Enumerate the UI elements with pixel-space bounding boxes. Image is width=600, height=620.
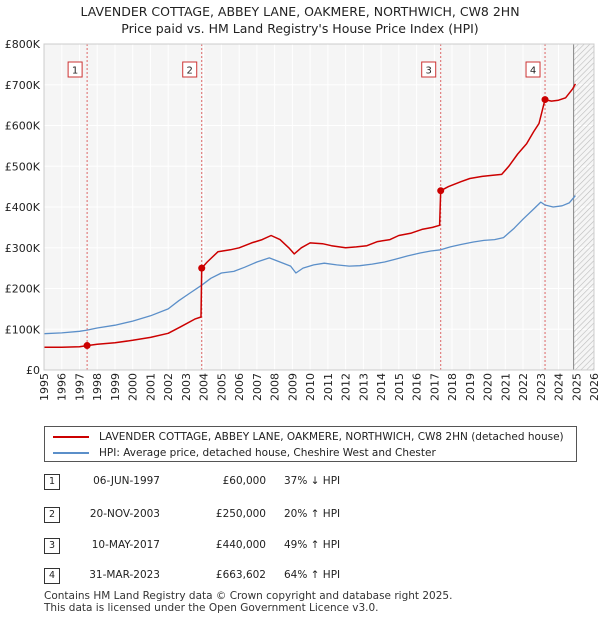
y-tick-label: £0 <box>26 364 40 377</box>
x-tick-label: 2004 <box>198 373 211 401</box>
sale-date: 31-MAR-2023 <box>89 569 160 581</box>
x-tick-label: 2016 <box>411 373 424 401</box>
sale-price: £440,000 <box>215 539 266 551</box>
x-tick-label: 2025 <box>570 373 583 401</box>
y-tick-label: £100K <box>5 323 41 336</box>
x-tick-label: 2000 <box>127 373 140 401</box>
legend-hpi: HPI: Average price, detached house, Ches… <box>53 446 436 460</box>
sale-number: 4 <box>44 568 60 584</box>
x-tick-label: 2005 <box>215 373 228 401</box>
property-price-line <box>44 83 577 348</box>
forecast-region <box>573 44 594 370</box>
x-tick-label: 2024 <box>553 373 566 401</box>
sale-hpi-change: 64% ↑ HPI <box>284 569 341 581</box>
x-tick-label: 2022 <box>517 373 530 401</box>
x-tick-label: 2014 <box>375 373 388 401</box>
sale-price: £60,000 <box>222 475 266 487</box>
x-tick-label: 1995 <box>38 373 51 401</box>
sale-number: 1 <box>44 474 60 490</box>
sale-number: 3 <box>44 538 60 554</box>
x-tick-label: 1999 <box>109 373 122 401</box>
sale-point-3 <box>437 187 445 195</box>
legend-hpi-label: HPI: Average price, detached house, Ches… <box>99 447 436 459</box>
sale-label-4: 4 <box>530 66 536 77</box>
legend: LAVENDER COTTAGE, ABBEY LANE, OAKMERE, N… <box>44 426 577 462</box>
x-tick-label: 2010 <box>304 373 317 401</box>
x-tick-label: 2018 <box>446 373 459 401</box>
sale-label-1: 1 <box>72 66 78 77</box>
hpi-line <box>43 195 576 335</box>
chart-title-line1: LAVENDER COTTAGE, ABBEY LANE, OAKMERE, N… <box>80 4 520 19</box>
sale-hpi-change: 37% ↓ HPI <box>284 475 341 487</box>
x-tick-label: 2019 <box>464 373 477 401</box>
sale-hpi-change: 20% ↑ HPI <box>284 508 341 520</box>
x-tick-label: 2026 <box>588 373 600 401</box>
y-tick-label: £600K <box>5 120 41 133</box>
sale-price: £250,000 <box>215 508 266 520</box>
sale-point-2 <box>198 264 206 272</box>
price-chart: 1995 1996 1997 1998 1999 2000 2001 2002 2003 2004… <box>5 38 600 401</box>
x-tick-label: 2008 <box>269 373 282 401</box>
x-tick-label: 2003 <box>180 373 193 401</box>
sale-date: 10-MAY-2017 <box>91 539 160 551</box>
sale-number: 2 <box>44 507 60 523</box>
x-tick-label: 1996 <box>56 373 69 401</box>
sale-label-3: 3 <box>426 66 432 77</box>
x-tick-label: 1998 <box>91 373 104 401</box>
x-tick-label: 2021 <box>499 373 512 401</box>
footer-copyright: Contains HM Land Registry data © Crown c… <box>44 590 453 602</box>
y-tick-label: £300K <box>5 242 41 255</box>
x-tick-label: 2011 <box>322 373 335 401</box>
sale-label-box-3 <box>421 61 437 78</box>
x-tick-label: 2015 <box>393 373 406 401</box>
footer-licence: This data is licensed under the Open Gov… <box>44 602 379 614</box>
sale-label-2: 2 <box>187 66 193 77</box>
y-tick-label: £400K <box>5 201 41 214</box>
x-tick-label: 2012 <box>340 373 353 401</box>
x-tick-label: 2013 <box>357 373 370 401</box>
x-tick-label: 2002 <box>162 373 175 401</box>
legend-property: LAVENDER COTTAGE, ABBEY LANE, OAKMERE, N… <box>53 430 564 444</box>
y-tick-label: £700K <box>5 79 41 92</box>
x-tick-label: 1997 <box>73 373 86 401</box>
sale-label-box-2 <box>182 61 198 78</box>
sale-point-1 <box>83 342 91 350</box>
legend-property-label: LAVENDER COTTAGE, ABBEY LANE, OAKMERE, N… <box>99 431 564 443</box>
x-tick-label: 2017 <box>428 373 441 401</box>
legend-property-swatch <box>53 436 89 438</box>
x-tick-label: 2023 <box>535 373 548 401</box>
sale-date: 06-JUN-1997 <box>93 475 160 487</box>
y-tick-label: £500K <box>5 160 41 173</box>
x-tick-label: 2020 <box>482 373 495 401</box>
sale-date: 20-NOV-2003 <box>89 508 160 520</box>
sale-point-4 <box>541 96 549 104</box>
x-tick-label: 2007 <box>251 373 264 401</box>
x-tick-label: 2006 <box>233 373 246 401</box>
y-tick-label: £200K <box>5 283 41 296</box>
sale-hpi-change: 49% ↑ HPI <box>284 539 341 551</box>
x-tick-label: 2009 <box>286 373 299 401</box>
sale-label-box-4 <box>525 61 541 78</box>
x-tick-label: 2001 <box>144 373 157 401</box>
sale-price: £663,602 <box>215 569 266 581</box>
chart-title-line2: Price paid vs. HM Land Registry's House … <box>121 21 479 36</box>
sale-label-box-1 <box>67 61 83 78</box>
plot-frame <box>43 43 595 371</box>
y-tick-label: £800K <box>5 38 41 51</box>
legend-hpi-swatch <box>53 452 89 454</box>
